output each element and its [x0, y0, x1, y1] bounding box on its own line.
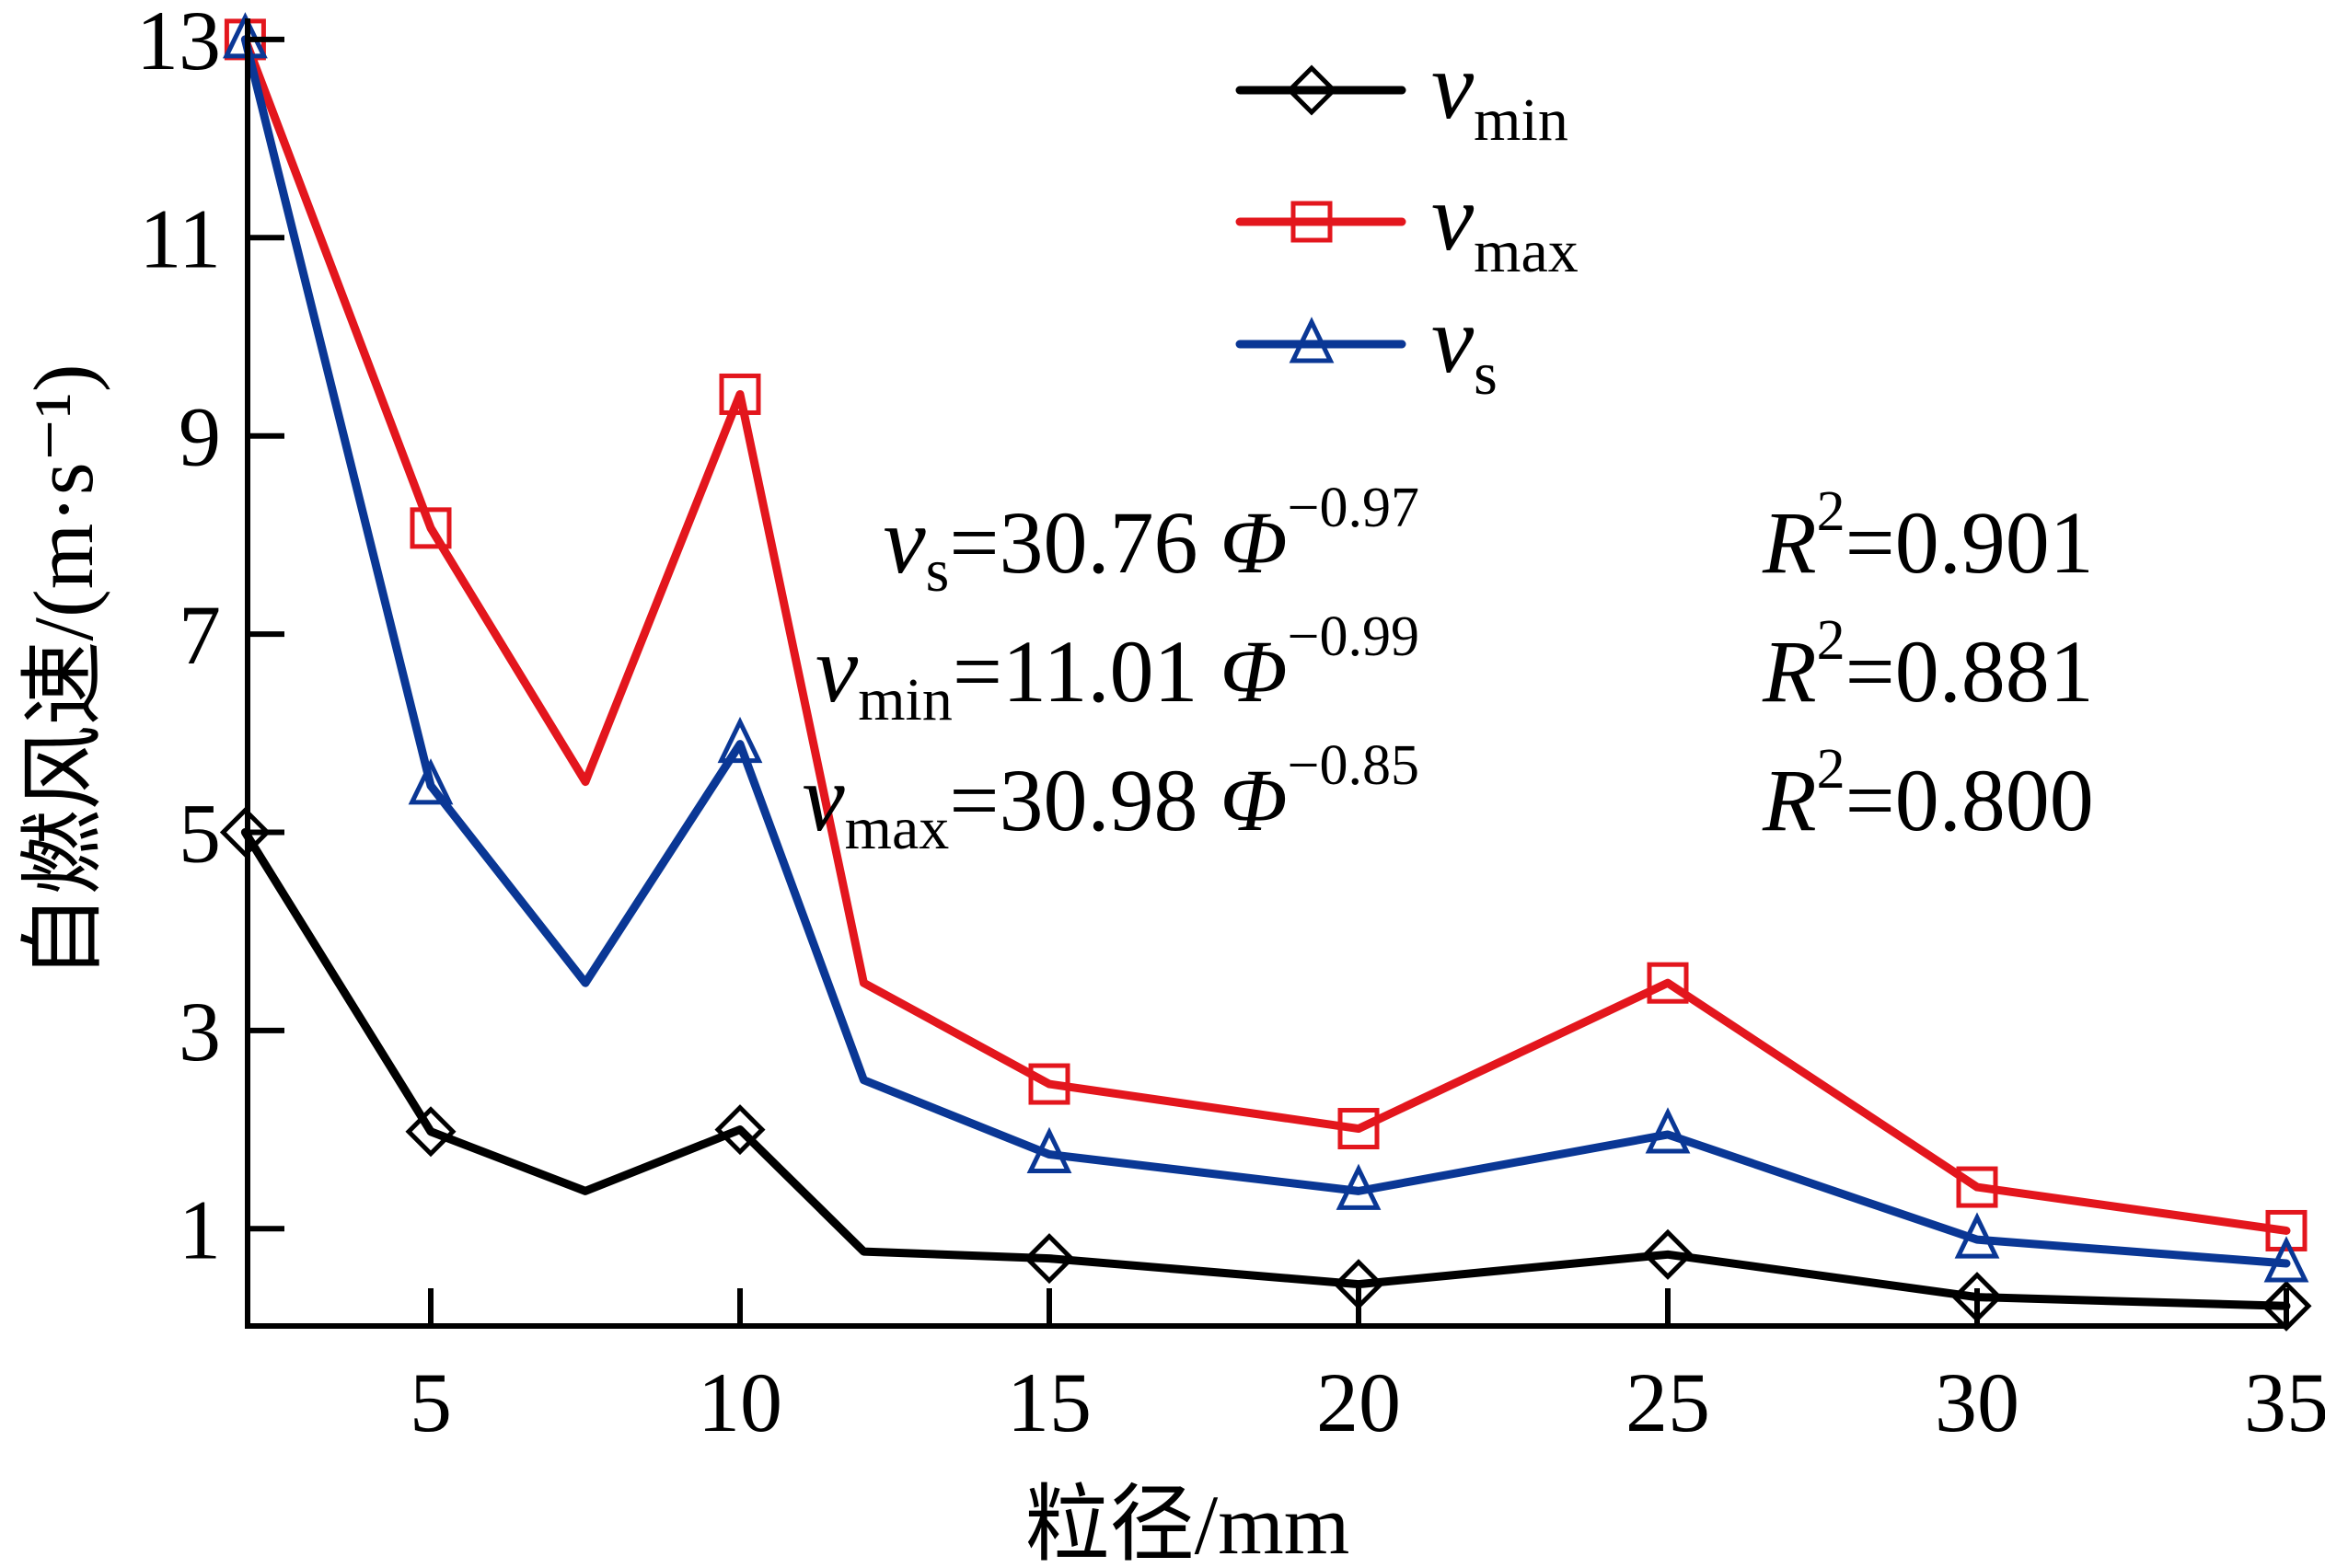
- legend-label: vmax: [1431, 165, 1579, 285]
- y-tick-label: 11: [139, 191, 221, 285]
- series-line: [240, 35, 2291, 1235]
- x-tick-label: 5: [410, 1355, 452, 1449]
- data-point-marker: [719, 373, 761, 415]
- data-point-marker: [1956, 1166, 1998, 1208]
- equation-r-squared: R2=0.800: [1762, 738, 2094, 849]
- series-layer: [219, 12, 2312, 1332]
- x-tick-label: 25: [1625, 1355, 1710, 1449]
- y-axis-title: 自燃风速/(m·s⁻¹): [17, 364, 110, 980]
- data-point-marker: [1954, 1212, 2000, 1259]
- x-tick-label: 30: [1935, 1355, 2019, 1449]
- x-tick-label: 35: [2244, 1355, 2325, 1449]
- series-line: [240, 828, 2291, 1310]
- legend-marker-square-icon: [1290, 201, 1333, 243]
- x-tick-label: 15: [1007, 1355, 1092, 1449]
- data-point-marker: [2265, 1209, 2308, 1251]
- x-tick-label: 20: [1316, 1355, 1401, 1449]
- data-point-marker: [2263, 1236, 2309, 1283]
- legend-item-v-max: vmax: [1235, 165, 1579, 285]
- equation-lhs: vs=30.76 Φ−0.97: [883, 477, 1419, 605]
- equation-lhs: vmax=30.98 Φ−0.85: [803, 734, 1420, 862]
- legend-marker-diamond-icon: [1286, 64, 1337, 116]
- y-tick-label: 13: [136, 0, 221, 87]
- legend-label: vs: [1431, 287, 1498, 408]
- x-axis-title: 粒径/mm: [1025, 1478, 1350, 1568]
- y-tick-label: 9: [179, 390, 221, 484]
- legend-marker-triangle-icon: [1289, 317, 1335, 363]
- y-tick-label: 7: [179, 588, 221, 682]
- data-point-marker: [1642, 1228, 1694, 1280]
- data-point-marker: [1024, 1233, 1075, 1285]
- data-point-marker: [1645, 1107, 1691, 1154]
- equation-s: vs=30.76 Φ−0.97 R2=0.901: [883, 477, 2093, 605]
- equation-lhs: vmin=11.01 Φ−0.99: [815, 605, 1419, 733]
- y-tick-label: 1: [179, 1182, 221, 1276]
- data-point-marker: [405, 1106, 457, 1158]
- data-point-marker: [1336, 1163, 1382, 1210]
- series-line: [240, 35, 2291, 1268]
- equation-min: vmin=11.01 Φ−0.99 R2=0.881: [815, 605, 2094, 733]
- data-point-marker: [717, 716, 763, 764]
- legend-item-v-s: vs: [1235, 287, 1498, 408]
- equation-max: vmax=30.98 Φ−0.85 R2=0.800: [803, 734, 2094, 862]
- equation-r-squared: R2=0.901: [1762, 480, 2094, 592]
- x-tick-label: 10: [698, 1355, 782, 1449]
- equation-r-squared: R2=0.881: [1762, 609, 2094, 721]
- data-point-marker: [1337, 1108, 1380, 1150]
- data-point-marker: [1026, 1126, 1072, 1174]
- y-tick-label: 5: [179, 787, 221, 881]
- legend-label: vmin: [1431, 33, 1568, 154]
- series-v-min: [219, 806, 2312, 1332]
- y-tick-label: 3: [179, 985, 221, 1078]
- data-point-marker: [714, 1104, 766, 1156]
- data-point-marker: [408, 758, 454, 805]
- data-point-marker: [1647, 962, 1689, 1004]
- equation-annotations: vs=30.76 Φ−0.97 R2=0.901 vmin=11.01 Φ−0.99…: [803, 477, 2094, 862]
- data-point-marker: [410, 507, 452, 549]
- legend-item-v-min: vmin: [1235, 33, 1568, 154]
- data-point-marker: [1028, 1063, 1070, 1105]
